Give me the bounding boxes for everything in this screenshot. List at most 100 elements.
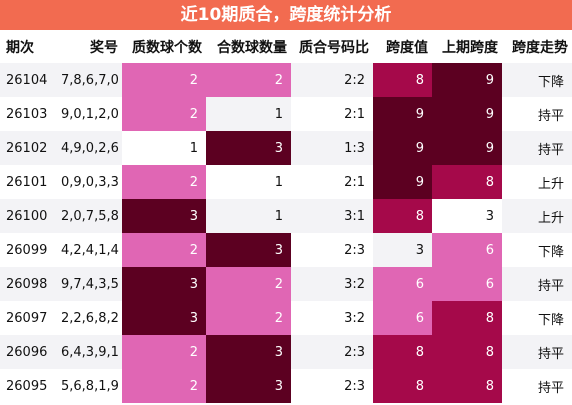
prev-span-cell: 9 — [432, 131, 502, 165]
prime-count-cell: 3 — [122, 301, 206, 335]
trend-cell: 下降 — [502, 63, 572, 97]
prime-count-cell: 2 — [122, 165, 206, 199]
composite-count-cell: 3 — [206, 369, 291, 403]
ratio-cell: 3:2 — [291, 267, 373, 301]
header-prev-span: 上期跨度 — [432, 30, 502, 63]
prev-span-cell: 8 — [432, 301, 502, 335]
table-row: 26096 6,4,3,9,1 2 3 2:3 8 8 持平 — [0, 335, 572, 369]
header-row: 期次 奖号 质数球个数 合数球数量 质合号码比 跨度值 上期跨度 跨度走势 — [0, 30, 572, 63]
prime-count-cell: 2 — [122, 233, 206, 267]
prime-count-cell: 2 — [122, 63, 206, 97]
span-cell: 8 — [373, 199, 432, 233]
numbers-cell: 4,2,4,1,4 — [53, 233, 122, 267]
header-composite-count: 合数球数量 — [206, 30, 291, 63]
ratio-cell: 3:2 — [291, 301, 373, 335]
numbers-cell: 0,9,0,3,3 — [53, 165, 122, 199]
numbers-cell: 4,9,0,2,6 — [53, 131, 122, 165]
trend-cell: 下降 — [502, 301, 572, 335]
period-cell: 26103 — [0, 97, 53, 131]
span-cell: 8 — [373, 335, 432, 369]
prime-count-cell: 2 — [122, 97, 206, 131]
table-row: 26097 2,2,6,8,2 3 2 3:2 6 8 下降 — [0, 301, 572, 335]
table-body: 26104 7,8,6,7,0 2 2 2:2 8 9 下降 26103 9,0,1,2,0 2 1 2… — [0, 63, 572, 403]
ratio-cell: 2:3 — [291, 233, 373, 267]
trend-cell: 持平 — [502, 131, 572, 165]
numbers-cell: 5,6,8,1,9 — [53, 369, 122, 403]
prev-span-cell: 8 — [432, 335, 502, 369]
prev-span-cell: 6 — [432, 267, 502, 301]
ratio-cell: 2:1 — [291, 165, 373, 199]
table-title: 近10期质合，跨度统计分析 — [0, 0, 572, 30]
ratio-cell: 2:3 — [291, 369, 373, 403]
period-cell: 26096 — [0, 335, 53, 369]
span-cell: 6 — [373, 301, 432, 335]
trend-cell: 持平 — [502, 335, 572, 369]
composite-count-cell: 3 — [206, 233, 291, 267]
composite-count-cell: 1 — [206, 199, 291, 233]
composite-count-cell: 2 — [206, 267, 291, 301]
ratio-cell: 3:1 — [291, 199, 373, 233]
prev-span-cell: 9 — [432, 97, 502, 131]
prev-span-cell: 8 — [432, 369, 502, 403]
table-row: 26104 7,8,6,7,0 2 2 2:2 8 9 下降 — [0, 63, 572, 97]
span-cell: 8 — [373, 369, 432, 403]
span-cell: 3 — [373, 233, 432, 267]
period-cell: 26097 — [0, 301, 53, 335]
prev-span-cell: 9 — [432, 63, 502, 97]
period-cell: 26104 — [0, 63, 53, 97]
period-cell: 26098 — [0, 267, 53, 301]
header-trend: 跨度走势 — [502, 30, 572, 63]
prev-span-cell: 3 — [432, 199, 502, 233]
period-cell: 26095 — [0, 369, 53, 403]
composite-count-cell: 1 — [206, 97, 291, 131]
trend-cell: 上升 — [502, 165, 572, 199]
prime-count-cell: 1 — [122, 131, 206, 165]
period-cell: 26102 — [0, 131, 53, 165]
composite-count-cell: 2 — [206, 63, 291, 97]
header-ratio: 质合号码比 — [291, 30, 373, 63]
span-cell: 9 — [373, 131, 432, 165]
prime-count-cell: 2 — [122, 335, 206, 369]
trend-cell: 持平 — [502, 267, 572, 301]
table-row: 26101 0,9,0,3,3 2 1 2:1 9 8 上升 — [0, 165, 572, 199]
prev-span-cell: 8 — [432, 165, 502, 199]
composite-count-cell: 2 — [206, 301, 291, 335]
prime-count-cell: 3 — [122, 267, 206, 301]
prime-count-cell: 3 — [122, 199, 206, 233]
trend-cell: 持平 — [502, 369, 572, 403]
trend-cell: 上升 — [502, 199, 572, 233]
header-span: 跨度值 — [373, 30, 432, 63]
span-cell: 9 — [373, 97, 432, 131]
span-cell: 6 — [373, 267, 432, 301]
numbers-cell: 6,4,3,9,1 — [53, 335, 122, 369]
table-row: 26095 5,6,8,1,9 2 3 2:3 8 8 持平 — [0, 369, 572, 403]
header-numbers: 奖号 — [53, 30, 122, 63]
trend-cell: 持平 — [502, 97, 572, 131]
ratio-cell: 1:3 — [291, 131, 373, 165]
composite-count-cell: 3 — [206, 131, 291, 165]
span-cell: 8 — [373, 63, 432, 97]
ratio-cell: 2:1 — [291, 97, 373, 131]
numbers-cell: 9,7,4,3,5 — [53, 267, 122, 301]
composite-count-cell: 1 — [206, 165, 291, 199]
table-row: 26103 9,0,1,2,0 2 1 2:1 9 9 持平 — [0, 97, 572, 131]
trend-cell: 下降 — [502, 233, 572, 267]
table-row: 26099 4,2,4,1,4 2 3 2:3 3 6 下降 — [0, 233, 572, 267]
table-row: 26098 9,7,4,3,5 3 2 3:2 6 6 持平 — [0, 267, 572, 301]
header-period: 期次 — [0, 30, 53, 63]
numbers-cell: 9,0,1,2,0 — [53, 97, 122, 131]
numbers-cell: 7,8,6,7,0 — [53, 63, 122, 97]
period-cell: 26101 — [0, 165, 53, 199]
period-cell: 26099 — [0, 233, 53, 267]
numbers-cell: 2,0,7,5,8 — [53, 199, 122, 233]
table-row: 26102 4,9,0,2,6 1 3 1:3 9 9 持平 — [0, 131, 572, 165]
stats-table: 期次 奖号 质数球个数 合数球数量 质合号码比 跨度值 上期跨度 跨度走势 26… — [0, 30, 572, 403]
prev-span-cell: 6 — [432, 233, 502, 267]
ratio-cell: 2:2 — [291, 63, 373, 97]
table-row: 26100 2,0,7,5,8 3 1 3:1 8 3 上升 — [0, 199, 572, 233]
prime-count-cell: 2 — [122, 369, 206, 403]
numbers-cell: 2,2,6,8,2 — [53, 301, 122, 335]
period-cell: 26100 — [0, 199, 53, 233]
ratio-cell: 2:3 — [291, 335, 373, 369]
